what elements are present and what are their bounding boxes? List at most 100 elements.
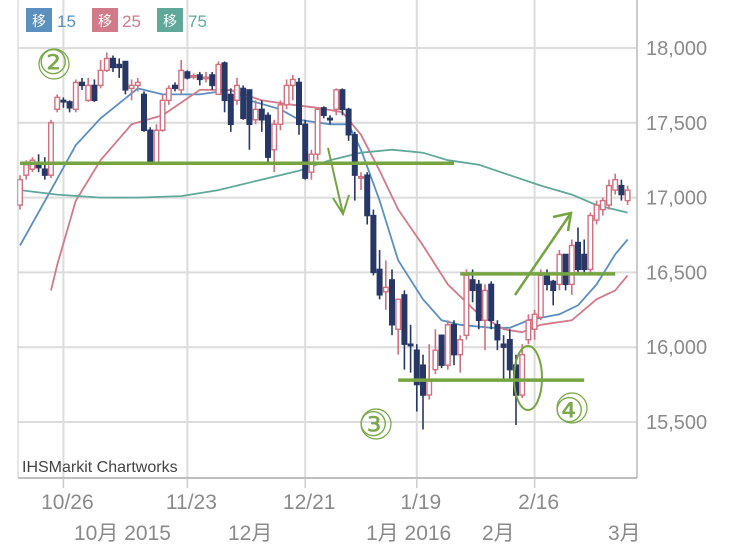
candle-body-down (618, 184, 625, 196)
candle-body-up (289, 78, 296, 87)
legend-swatch-ma75 (157, 8, 183, 32)
candle (221, 61, 228, 113)
candle (587, 212, 594, 276)
month-label-dec: 12月 (228, 522, 272, 545)
x-tick-label: 2/16 (518, 491, 559, 514)
candle (413, 344, 420, 412)
candles (17, 52, 631, 430)
candle (296, 77, 303, 135)
candle (184, 70, 191, 80)
candle (128, 79, 135, 101)
y-tick-label: 16,500 (646, 262, 707, 284)
candle-body-up (277, 104, 284, 125)
candle (246, 89, 253, 150)
candle-body-down (451, 324, 458, 356)
candle-body-down (116, 63, 123, 69)
candle (159, 94, 166, 132)
candle (171, 82, 178, 92)
candle (240, 85, 247, 120)
legend: 移 15 移 25 移 75 (26, 8, 207, 32)
down-arrow-icon (327, 147, 350, 217)
candle-body-down (265, 114, 272, 158)
candle-body-down (246, 89, 253, 125)
candle (599, 197, 606, 216)
candle-body-down (370, 214, 377, 274)
candle-body-up (283, 84, 290, 106)
legend-box-text: 移 (32, 14, 46, 30)
candle (320, 106, 327, 119)
candle-body-up (624, 189, 631, 202)
candle (134, 77, 141, 92)
month-label-feb: 2月 (482, 522, 515, 545)
candle (153, 124, 160, 165)
candle (277, 100, 284, 131)
y-tick-label: 17,500 (646, 113, 707, 135)
candle-body-down (506, 339, 513, 371)
candle (190, 73, 197, 80)
candle (140, 91, 147, 132)
candle (581, 239, 588, 273)
candle-body-down (147, 129, 154, 164)
candle-body-up (314, 108, 321, 155)
candle (66, 100, 73, 113)
candle-body-down (345, 108, 352, 136)
candle (327, 115, 334, 125)
candle-body-down (302, 123, 309, 179)
candle-body-down (364, 174, 371, 217)
month-label-jan-2016: 1月 2016 (366, 522, 451, 545)
candle-body-down (258, 108, 265, 121)
candle-body-up (606, 184, 613, 206)
candle (506, 329, 513, 381)
up-arrow-icon (513, 211, 573, 296)
candle (165, 85, 172, 105)
y-tick-label: 18,000 (646, 38, 707, 60)
candle (593, 200, 600, 225)
annotation-label-3: ③ (358, 405, 388, 445)
candle-body-up (333, 89, 340, 111)
candle-body-down (296, 81, 303, 125)
candle (314, 107, 321, 161)
candle (252, 100, 259, 125)
candle (60, 97, 67, 108)
candle-body-down (320, 107, 327, 117)
candle-body-up (178, 69, 185, 91)
candle (550, 279, 557, 306)
y-tick-label: 15,500 (646, 412, 707, 434)
candle (488, 281, 495, 330)
candle (389, 269, 396, 336)
candle-body-down (581, 253, 588, 271)
candle-body-down (35, 163, 42, 169)
candle (265, 112, 272, 162)
ma-line-15 (19, 87, 629, 329)
candle-body-up (432, 349, 439, 371)
circle-mark (556, 392, 588, 424)
candle-body-down (240, 87, 247, 120)
candle-body-down (184, 71, 191, 79)
candle-body-up (587, 214, 594, 271)
legend-swatch-ma25 (92, 8, 118, 32)
candle (531, 309, 538, 340)
candle (463, 269, 470, 340)
candle-body-down (327, 117, 334, 121)
candle (196, 71, 203, 86)
candle-body-down (91, 84, 98, 102)
candle (382, 260, 389, 310)
candle-body-down (562, 253, 569, 286)
candle (451, 320, 458, 366)
candle-body-up (358, 175, 365, 179)
candle-body-up (271, 123, 278, 151)
candle (258, 100, 265, 132)
grid (18, 0, 637, 478)
candle-body-up (215, 63, 222, 96)
highlight-ellipse (513, 345, 543, 411)
candle-body-down (109, 57, 116, 69)
candle-body-up (395, 298, 402, 330)
candle-body-down (339, 89, 346, 111)
candle-body-down (60, 99, 67, 103)
annotations (20, 48, 616, 440)
candle-body-up (97, 69, 104, 87)
candle-body-up (537, 274, 544, 318)
candle (85, 77, 92, 102)
candle-body-down (488, 283, 495, 321)
